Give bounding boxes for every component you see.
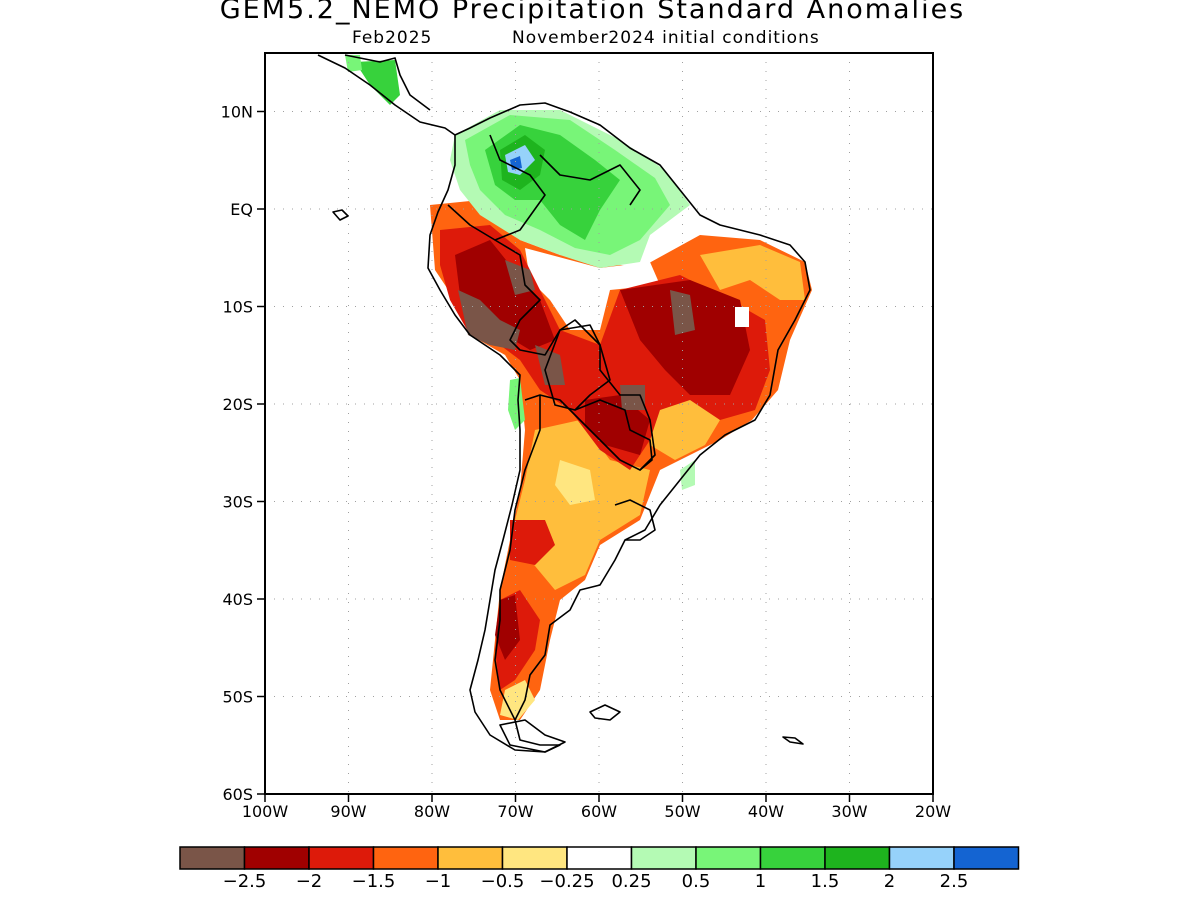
lat-tick-label: EQ [230,200,253,219]
lon-tick-label: 100W [242,802,289,821]
anomaly-dark-red-2 [620,280,750,395]
argentina-chile-border [494,395,541,721]
lon-tick-label: 40W [748,802,784,821]
lon-tick-label: 80W [414,802,450,821]
colorbar-label: 1.5 [811,871,840,892]
central-america-north-coast [344,54,431,111]
lat-tick-label: 40S [222,590,253,609]
colorbar-swatch [243,846,310,870]
colorbar-swatch [501,846,568,870]
colorbar: −2.5 −2 −1.5 −1 −0.5 −0.25 0.25 0.5 1 1.5 2 2.5 [179,846,1020,892]
chart-title: GEM5.2_NEMO Precipitation Standard Anoma… [219,0,966,25]
initial-conditions: November2024 initial conditions [512,28,820,48]
graticule [265,53,933,794]
lat-tick-label: 10N [221,103,253,122]
uruguay-border [614,499,656,541]
anomaly-light-orange-2 [645,395,720,460]
colorbar-swatch [566,846,633,870]
tierra-del-fuego [499,719,566,753]
south-georgia [782,736,804,745]
lat-tick-label: 20S [222,395,253,414]
brazil-venezuela-border [539,154,641,206]
anomaly-field [345,55,812,720]
colorbar-swatch [824,846,891,870]
south-america-coastline [427,102,811,753]
colorbar-label: −1 [425,871,452,892]
anomaly-brown [458,290,520,350]
colorbar-swatch [437,846,504,870]
colorbar-swatch [888,846,955,870]
lon-tick-label: 20W [915,802,951,821]
anomaly-dark-red-4 [495,595,520,660]
colorbar-swatch [953,846,1020,870]
colorbar-swatch [695,846,762,870]
anomaly-central-america [355,60,400,105]
colorbar-label: 1 [755,871,766,892]
colorbar-label: 2 [884,871,895,892]
anomaly-central-america-2 [345,55,362,72]
anomaly-white-belt [525,248,660,330]
galapagos [332,209,349,221]
anomaly-yellow [555,460,595,505]
falklands [589,704,621,721]
anomaly-red-central [510,520,555,565]
anomaly-brown-5 [620,385,645,410]
lon-tick-label: 90W [330,802,366,821]
colorbar-label: 0.25 [611,871,651,892]
colorbar-label: −2.5 [223,871,267,892]
colorbar-swatch [759,846,826,870]
anomaly-chile-green [508,378,525,430]
colorbar-label: −0.25 [539,871,594,892]
forecast-month: Feb2025 [352,28,433,48]
colorbar-swatch [372,846,439,870]
anomaly-se-brazil-green [680,460,695,490]
colorbar-swatch [308,846,375,870]
colorbar-label: 2.5 [940,871,969,892]
colorbar-label: −2 [296,871,323,892]
colorbar-label: −1.5 [352,871,396,892]
anomaly-brown-4 [670,290,695,335]
paraguay-border [574,399,653,471]
colombia-border [447,134,546,241]
lon-tick-label: 70W [497,802,533,821]
lon-tick-label: 30W [831,802,867,821]
anomaly-brown-2 [505,260,535,295]
colorbar-label: 0.5 [682,871,711,892]
lat-tick-label: 60S [222,785,253,804]
colorbar-swatch [179,846,246,870]
lon-tick-label: 50W [664,802,700,821]
longitude-axis: 100W 90W 80W 70W 60W 50W 40W 30W 20W [242,794,951,821]
anomaly-light-orange-3 [700,245,805,300]
central-america-coastline [317,54,456,136]
lon-tick-label: 60W [581,802,617,821]
latitude-axis: 10N EQ 10S 20S 30S 40S 50S 60S [221,103,265,804]
lat-tick-label: 30S [222,493,253,512]
coastlines [317,54,811,753]
peru-border [494,239,656,471]
colorbar-swatch [630,846,697,870]
lat-tick-label: 10S [222,298,253,317]
colorbar-label: −0.5 [481,871,525,892]
anomaly-no-data [735,307,749,327]
bolivia-border [544,319,611,411]
lat-tick-label: 50S [222,688,253,707]
